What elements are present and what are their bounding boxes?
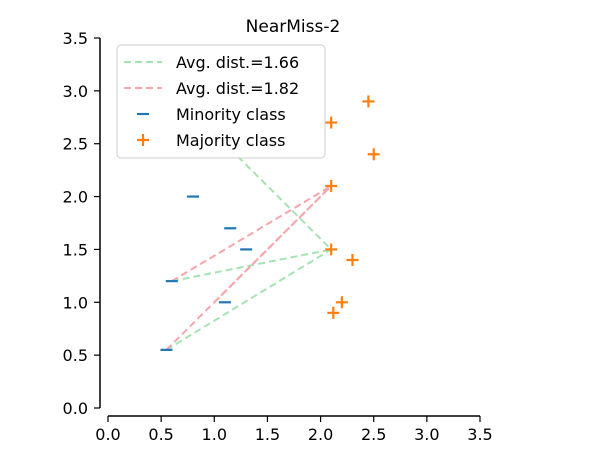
x-tick-label-1: 0.5 (148, 425, 173, 444)
legend: Avg. dist.=1.66 Avg. dist.=1.82 Minority c… (116, 44, 326, 159)
majority-point-2 (367, 148, 380, 161)
majority-point-6 (335, 296, 348, 309)
legend-label-0: Avg. dist.=1.66 (176, 53, 299, 72)
y-tick-label-5: 2.5 (63, 135, 88, 154)
majority-point-0 (362, 95, 375, 108)
chart-title: NearMiss-2 (246, 17, 341, 37)
x-tick-label-0: 0.0 (95, 425, 120, 444)
y-tick-label-7: 3.5 (63, 29, 88, 48)
x-tick-label-7: 3.5 (467, 425, 492, 444)
ticks: 0.0 0.5 1.0 1.5 2.0 2.5 3.0 3.5 0.0 0.5 1.0 1.5 2.0 2… (63, 29, 493, 444)
distance-line-1-0 (171, 185, 332, 283)
y-tick-label-2: 1.0 (63, 293, 88, 312)
y-tick-label-4: 2.0 (63, 188, 88, 207)
majority-point-4 (325, 243, 338, 256)
distance-lines (165, 132, 332, 351)
distance-line-0-1 (165, 248, 332, 351)
distance-line-0-0 (171, 248, 332, 283)
axes (99, 38, 480, 417)
legend-swatch-3 (137, 134, 149, 146)
data-points (160, 95, 380, 351)
majority-point-7 (327, 306, 340, 319)
majority-point-1 (325, 116, 338, 129)
y-tick-label-3: 1.5 (63, 240, 88, 259)
legend-label-2: Minority class (176, 105, 286, 124)
legend-box (116, 44, 326, 159)
x-tick-label-3: 1.5 (255, 425, 280, 444)
y-tick-label-0: 0.0 (63, 399, 88, 418)
y-tick-label-6: 3.0 (63, 82, 88, 101)
legend-label-1: Avg. dist.=1.82 (176, 79, 299, 98)
legend-label-3: Majority class (176, 131, 285, 150)
x-tick-label-2: 1.0 (202, 425, 227, 444)
x-tick-label-5: 2.5 (361, 425, 386, 444)
x-tick-label-6: 3.0 (414, 425, 439, 444)
distance-line-1-2 (213, 185, 332, 303)
majority-point-3 (325, 180, 338, 192)
x-tick-label-4: 2.0 (308, 425, 333, 444)
majority-point-5 (346, 254, 359, 266)
y-tick-label-1: 0.5 (63, 346, 88, 365)
